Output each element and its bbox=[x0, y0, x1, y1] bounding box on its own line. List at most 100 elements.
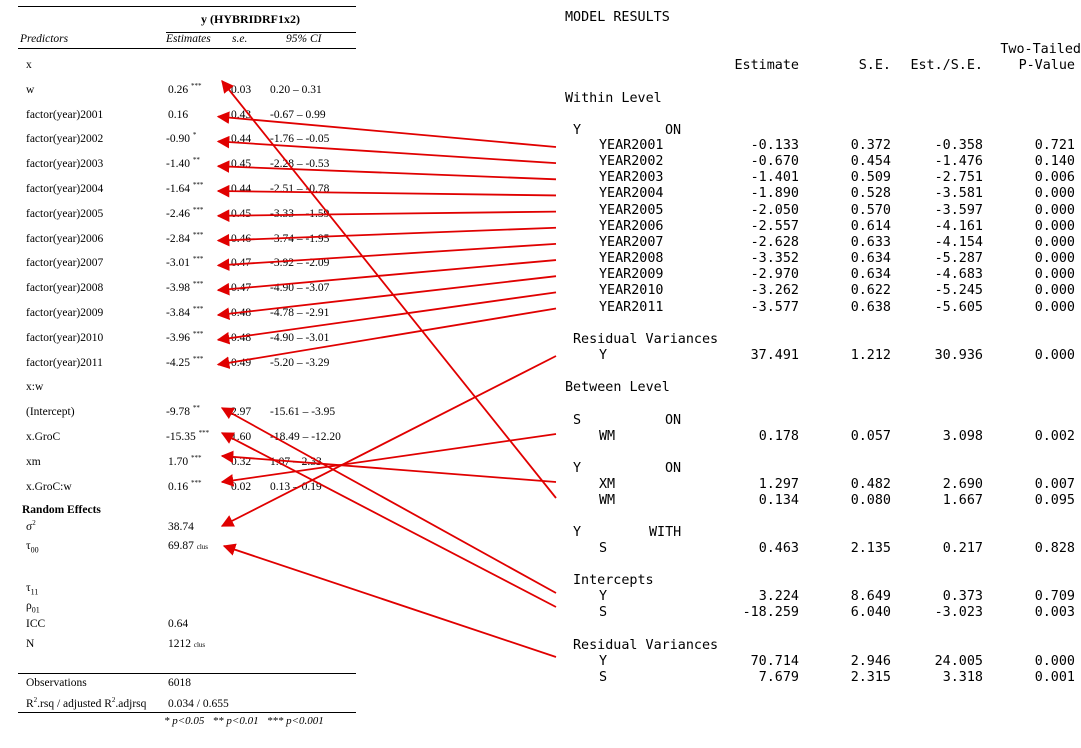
observations-label: Observations bbox=[26, 677, 87, 689]
observations-value: 6018 bbox=[168, 677, 191, 689]
mplus-row-est-se: 2.690 bbox=[942, 477, 983, 492]
re-label: σ2 bbox=[26, 519, 36, 533]
re-suffix: clus bbox=[193, 641, 206, 649]
row-stars: *** bbox=[192, 329, 204, 338]
row-se: 0.43 bbox=[231, 108, 252, 121]
mplus-row-name: S bbox=[599, 605, 608, 620]
row-se: 0.45 bbox=[231, 158, 252, 171]
row-se: 0.44 bbox=[231, 133, 252, 146]
mplus-row-pvalue: 0.007 bbox=[1034, 477, 1075, 492]
top-rule bbox=[18, 6, 356, 7]
re-sub: 11 bbox=[30, 587, 39, 597]
header-rule bbox=[18, 48, 356, 49]
mapping-arrow bbox=[216, 291, 557, 345]
mplus-row-name: YEAR2009 bbox=[599, 267, 664, 283]
row-ci: -3.92 – -2.09 bbox=[270, 257, 330, 270]
mplus-row-estimate: 37.491 bbox=[750, 348, 799, 363]
mplus-row-se: 0.080 bbox=[850, 493, 891, 508]
mplus-row-se: 1.212 bbox=[850, 348, 891, 363]
row-label: x.GroC bbox=[26, 431, 61, 443]
mplus-row-estimate: 0.463 bbox=[758, 541, 799, 556]
mplus-row-name: YEAR2003 bbox=[599, 170, 664, 186]
row-label: factor(year)2007 bbox=[26, 257, 104, 270]
mplus-row-name: S bbox=[599, 541, 608, 556]
row-se: 0.32 bbox=[231, 455, 252, 468]
row-ci: -5.20 – -3.29 bbox=[270, 356, 330, 369]
mplus-row-estimate: -1.401 bbox=[750, 170, 799, 186]
mplus-row-estimate: 0.178 bbox=[758, 429, 799, 444]
footnote: * p<0.05 ** p<0.01 *** p<0.001 bbox=[164, 715, 324, 727]
row-label: x bbox=[26, 59, 32, 71]
row-estimate: -15.35 *** bbox=[166, 429, 210, 443]
re-suffix: clus bbox=[196, 543, 209, 551]
mplus-row-est-se: -3.597 bbox=[934, 202, 983, 218]
mapping-arrow bbox=[216, 226, 557, 247]
mplus-row-est-se: -1.476 bbox=[934, 154, 983, 170]
mplus-row-estimate: -0.133 bbox=[750, 138, 799, 153]
row-label: factor(year)2009 bbox=[26, 307, 104, 319]
row-estimate: -9.78 ** bbox=[166, 404, 200, 419]
mplus-row-pvalue: 0.003 bbox=[1034, 605, 1075, 620]
mplus-row-name: XM bbox=[599, 477, 616, 492]
r2-value: 0.034 / 0.655 bbox=[168, 698, 229, 710]
re-value: 1212 clus bbox=[168, 638, 206, 650]
mplus-row-est-se: 3.098 bbox=[942, 429, 983, 444]
mplus-row-est-se: -5.605 bbox=[934, 299, 983, 315]
mplus-row-est-se: -5.245 bbox=[934, 283, 983, 299]
re-label: N bbox=[26, 638, 35, 650]
row-se: 0.46 bbox=[231, 232, 252, 245]
mplus-row-se: 0.057 bbox=[850, 429, 891, 444]
col-est-se: Est./S.E. bbox=[910, 58, 983, 73]
row-estimate: -4.25 *** bbox=[166, 354, 204, 369]
row-stars: *** bbox=[192, 280, 204, 289]
row-stars: ** bbox=[192, 404, 200, 413]
mplus-row-se: 2.135 bbox=[850, 541, 891, 556]
row-stars: *** bbox=[192, 255, 204, 264]
mplus-row-name: WM bbox=[599, 429, 616, 444]
mplus-row-name: WM bbox=[599, 493, 616, 508]
mplus-row-se: 6.040 bbox=[850, 605, 891, 620]
mplus-row-estimate: -3.577 bbox=[750, 299, 799, 315]
header-estimates: Estimates bbox=[166, 33, 211, 45]
mplus-row-estimate: -0.670 bbox=[750, 154, 799, 170]
mplus-row-est-se: -3.023 bbox=[934, 605, 983, 620]
col-two-tailed: Two-Tailed bbox=[1000, 42, 1081, 57]
mplus-row-name: YEAR2007 bbox=[599, 234, 664, 250]
mplus-row-se: 2.315 bbox=[850, 670, 891, 685]
mplus-row-est-se: 0.373 bbox=[942, 589, 983, 604]
bottom-rule bbox=[18, 712, 356, 713]
mplus-row-est-se: -0.358 bbox=[934, 138, 983, 153]
mplus-row-estimate: 70.714 bbox=[750, 654, 799, 669]
row-stars: ** bbox=[192, 156, 200, 165]
between-level: Between Level bbox=[565, 380, 670, 395]
mplus-row-name: YEAR2002 bbox=[599, 154, 664, 170]
mplus-row-se: 0.372 bbox=[850, 138, 891, 153]
row-ci: -2.51 – -0.78 bbox=[270, 183, 330, 195]
row-ci: -4.90 – -3.07 bbox=[270, 282, 330, 295]
row-se: 0.47 bbox=[231, 282, 252, 295]
row-ci: -4.78 – -2.91 bbox=[270, 307, 330, 319]
r2-label: R2.rsq / adjusted R2.adjrsq bbox=[26, 696, 147, 710]
mplus-row-estimate: -18.259 bbox=[742, 605, 799, 620]
mplus-row-pvalue: 0.000 bbox=[1034, 202, 1075, 218]
re-sub: 00 bbox=[30, 545, 39, 555]
row-label: (Intercept) bbox=[26, 406, 75, 419]
mplus-row-pvalue: 0.000 bbox=[1034, 283, 1075, 299]
row-label: w bbox=[26, 83, 35, 96]
row-estimate: 0.16 *** bbox=[168, 478, 202, 493]
header-se: s.e. bbox=[232, 33, 248, 45]
row-ci: -3.33 – -1.59 bbox=[270, 207, 330, 220]
row-ci: -15.61 – -3.95 bbox=[270, 406, 336, 419]
mplus-row-se: 0.638 bbox=[850, 299, 891, 315]
row-label: xm bbox=[26, 455, 41, 468]
re-value: 38.74 bbox=[168, 521, 194, 533]
mplus-row-pvalue: 0.000 bbox=[1034, 234, 1075, 250]
row-label: factor(year)2003 bbox=[26, 158, 104, 171]
row-estimate: -3.01 *** bbox=[166, 255, 204, 270]
mplus-row-pvalue: 0.828 bbox=[1034, 541, 1075, 556]
re-label: ρ01 bbox=[26, 600, 40, 615]
row-stars: *** bbox=[192, 305, 204, 313]
re-sub: 01 bbox=[31, 605, 40, 615]
row-stars: *** bbox=[191, 453, 202, 462]
mplus-row-name: YEAR2004 bbox=[599, 186, 664, 202]
